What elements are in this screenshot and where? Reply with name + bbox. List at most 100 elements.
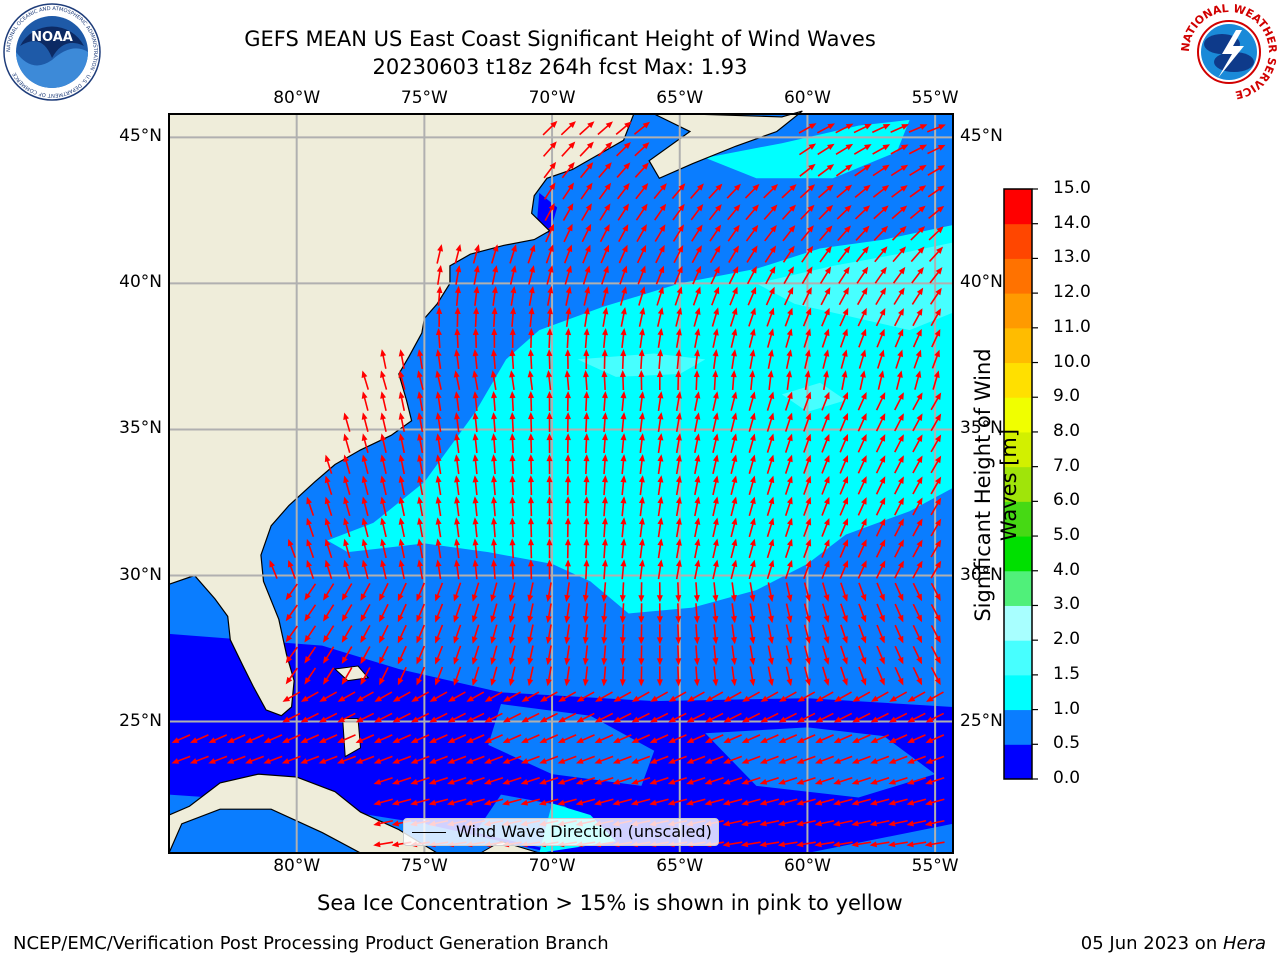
wind-wave-arrowhead [657,307,664,315]
wind-wave-arrowhead [879,455,886,463]
wind-wave-arrowhead [361,538,368,547]
wind-wave-arrowhead [657,517,664,525]
wind-wave-arrowhead [361,370,368,379]
wind-wave-arrowhead [454,454,461,462]
wind-wave-arrowhead [751,224,759,233]
wind-wave-arrowhead [898,308,904,316]
wind-wave-arrowhead [435,412,442,420]
wind-wave-arrowhead [447,737,456,743]
wind-wave-arrowhead [548,203,555,211]
wind-wave-arrowhead [677,265,683,274]
wind-wave-arrowhead [731,307,738,315]
wind-wave-arrowhead [575,758,584,764]
wind-wave-arrowhead [416,370,423,378]
wind-wave-arrowhead [759,820,767,827]
wind-wave-arrowhead [916,434,923,442]
wind-wave-arrowhead [582,636,589,645]
wind-wave-arrowhead [583,327,590,336]
wind-wave-arrowhead [888,799,896,806]
wind-wave-arrowhead [767,370,774,378]
wind-wave-arrowhead [411,695,419,702]
wind-wave-arrowhead [722,841,730,848]
wind-wave-arrowhead [509,496,516,504]
wind-wave-arrowhead [398,433,405,441]
wind-wave-arrowhead [287,559,294,568]
wind-wave-arrowhead [845,164,853,171]
lon-tick-label-top: 55°W [911,88,959,108]
wind-wave-arrowhead [435,370,442,378]
wind-wave-arrowhead [583,475,590,483]
wind-wave-arrowhead [392,758,400,764]
wind-wave-arrowhead [601,517,608,525]
wind-wave-arrowhead [796,841,804,848]
wind-wave-arrowhead [696,183,704,191]
wind-wave-arrowhead [300,716,309,723]
wind-wave-arrowhead [843,246,851,254]
wind-wave-arrowhead [823,615,830,623]
wind-wave-arrowhead [373,841,381,848]
wind-wave-arrowhead [527,657,534,666]
wind-wave-arrowhead [568,121,576,129]
wind-wave-arrowhead [564,678,571,687]
wind-wave-arrowhead [528,559,535,567]
wind-wave-arrowhead [808,143,817,150]
wind-wave-arrowhead [769,286,775,295]
wind-wave-arrowhead [749,433,756,442]
wind-wave-arrowhead [491,285,498,294]
wind-wave-arrowhead [759,758,768,764]
wind-wave-arrowhead [564,412,571,420]
lat-tick-label-right: 40°N [960,272,1003,293]
wind-wave-arrowhead [916,560,923,569]
wind-wave-arrowhead [675,391,682,399]
wind-wave-arrowhead [565,327,572,336]
wind-wave-arrowhead [565,286,572,294]
wind-wave-arrowhead [657,454,664,462]
wind-wave-arrowhead [548,223,554,232]
map-frame [168,113,954,854]
wind-wave-arrowhead [491,538,498,546]
wind-wave-arrowhead [659,224,666,232]
wind-wave-arrowhead [898,476,904,484]
wind-wave-arrowhead [860,593,867,602]
wind-wave-arrowhead [767,349,774,357]
wind-wave-arrowhead [549,182,556,190]
wind-wave-arrowhead [341,677,348,685]
wind-wave-arrowhead [603,244,609,253]
wind-wave-arrowhead [741,737,750,743]
wind-wave-arrowhead [454,349,461,357]
wind-wave-arrowhead [675,412,682,420]
wind-wave-arrowhead [484,716,493,723]
wind-wave-arrowhead [919,144,928,151]
wind-wave-arrowhead [749,517,756,526]
noaa-logo: NOAA NATIONAL OCEANIC AND ATMOSPHERIC AD… [2,2,102,102]
wind-wave-arrowhead [918,185,927,192]
wind-wave-arrowhead [490,615,497,623]
wind-wave-arrowhead [638,559,645,567]
colorbar-tick-label: 0.5 [1053,733,1081,754]
wind-wave-arrowhead [491,475,498,483]
wind-wave-arrowhead [491,348,497,357]
lat-tick-label-left: 25°N [119,710,162,731]
wind-wave-arrowhead [852,716,860,723]
wind-wave-arrowhead [881,205,889,213]
wind-wave-arrowhead [786,328,793,336]
wind-wave-arrowhead [869,841,878,848]
wind-wave-arrowhead [397,656,404,665]
map-legend: Wind Wave Direction (unscaled) [403,818,719,846]
wind-wave-arrowhead [897,349,903,358]
wind-wave-arrowhead [649,737,658,743]
wind-wave-arrowhead [584,265,591,273]
wind-wave-arrowhead [916,308,923,316]
wind-wave-arrowhead [583,517,590,525]
wind-wave-arrowhead [712,412,719,420]
wind-wave-arrowhead [898,266,906,275]
wind-wave-arrowhead [520,778,529,785]
wind-wave-arrowhead [300,695,309,702]
wind-wave-arrowhead [528,391,535,399]
wind-wave-arrowhead [713,307,720,315]
wind-wave-arrowhead [341,614,348,622]
wind-wave-arrowhead [466,695,474,702]
wind-wave-arrowhead [594,778,602,785]
wind-wave-arrowhead [640,265,646,274]
